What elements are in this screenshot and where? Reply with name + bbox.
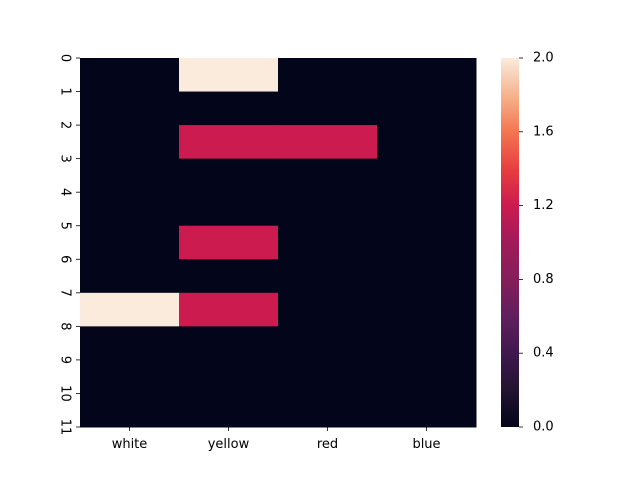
heatmap-cell (377, 58, 477, 93)
x-tick-label: blue (412, 437, 440, 452)
x-tick-label: yellow (208, 437, 250, 452)
heatmap-cell (278, 91, 378, 126)
y-tick-label: 11 (58, 419, 73, 436)
heatmap-cell (377, 91, 477, 126)
heatmap-cell (278, 393, 378, 428)
heatmap-cell (179, 192, 279, 227)
heatmap-cell (377, 225, 477, 260)
heatmap-cell (80, 58, 180, 93)
y-tick-label: 6 (58, 255, 73, 263)
colorbar-tick-label: 2.0 (533, 51, 554, 66)
heatmap-cell (80, 359, 180, 394)
heatmap-cell (179, 393, 279, 428)
heatmap-cell (278, 259, 378, 294)
heatmap-cells (80, 58, 477, 428)
heatmap-cell (80, 125, 180, 160)
colorbar-tick-label: 1.6 (533, 124, 554, 139)
heatmap-cell (80, 225, 180, 260)
heatmap-cell (278, 158, 378, 193)
heatmap-cell (179, 259, 279, 294)
y-tick-label: 7 (58, 289, 73, 297)
heatmap-cell (179, 225, 279, 260)
heatmap-cell (377, 326, 477, 361)
heatmap-cell (179, 326, 279, 361)
heatmap-cell (377, 393, 477, 428)
heatmap-cell (377, 259, 477, 294)
y-tick-label: 8 (58, 322, 73, 330)
colorbar-tick-label: 0.4 (533, 346, 554, 361)
colorbar (501, 58, 519, 427)
heatmap-cell (278, 326, 378, 361)
heatmap-cell (179, 58, 279, 93)
y-tick-label: 4 (58, 188, 73, 196)
x-tick-label: white (112, 437, 148, 452)
colorbar-tick-label: 0.8 (533, 272, 554, 287)
heatmap-cell (80, 259, 180, 294)
heatmap-cell (80, 326, 180, 361)
heatmap-cell (377, 359, 477, 394)
colorbar-tick-label: 0.0 (533, 420, 554, 435)
heatmap-cell (179, 91, 279, 126)
x-tick-label: red (317, 437, 338, 452)
heatmap-cell (377, 192, 477, 227)
heatmap-cell (377, 125, 477, 160)
heatmap-cell (278, 292, 378, 327)
colorbar-gradient (501, 58, 519, 427)
heatmap-cell (377, 292, 477, 327)
heatmap-cell (278, 58, 378, 93)
heatmap-cell (80, 91, 180, 126)
heatmap-cell (278, 192, 378, 227)
heatmap-cell (179, 359, 279, 394)
x-axis: white yellow red blue (112, 427, 441, 452)
y-tick-label: 1 (58, 87, 73, 95)
heatmap-cell (80, 393, 180, 428)
colorbar-tick-label: 1.2 (533, 198, 554, 213)
heatmap-cell (179, 125, 279, 160)
heatmap-cell (80, 192, 180, 227)
y-tick-label: 3 (58, 154, 73, 162)
heatmap-cell (80, 292, 180, 327)
heatmap-cell (278, 359, 378, 394)
heatmap-cell (278, 225, 378, 260)
heatmap-cell (179, 158, 279, 193)
colorbar-ticks: 0.0 0.4 0.8 1.2 1.6 2.0 (519, 51, 554, 435)
y-axis: 0 1 2 3 4 5 6 7 8 9 10 11 (58, 54, 80, 436)
heatmap-cell (80, 158, 180, 193)
y-tick-label: 2 (58, 121, 73, 129)
y-tick-label: 0 (58, 54, 73, 62)
y-tick-label: 9 (58, 356, 73, 364)
y-tick-label: 5 (58, 222, 73, 230)
heatmap-cell (377, 158, 477, 193)
heatmap-cell (179, 292, 279, 327)
heatmap-cell (278, 125, 378, 160)
y-tick-label: 10 (58, 385, 73, 402)
